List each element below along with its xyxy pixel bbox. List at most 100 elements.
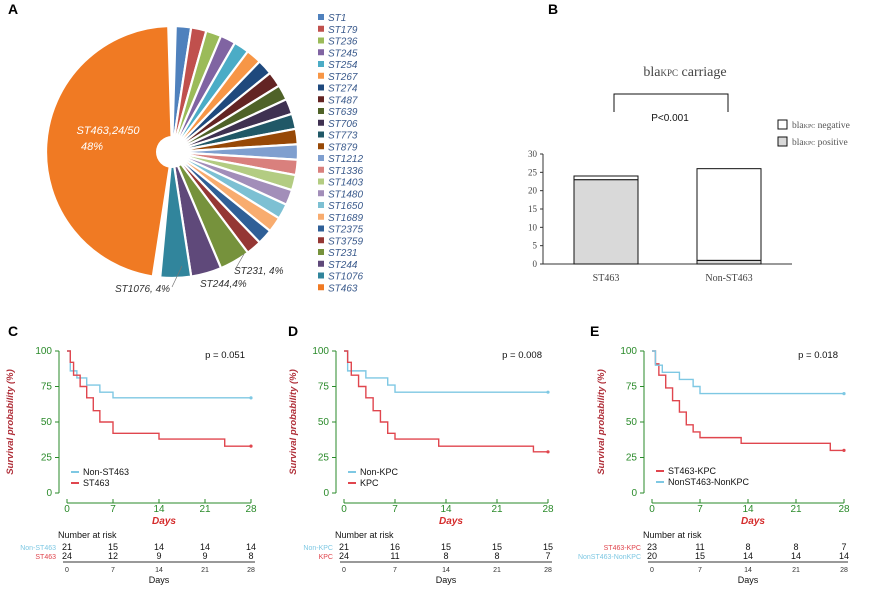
pie-slice-st1076 <box>159 151 193 280</box>
bar-non-st463-blakpc-negative <box>696 168 762 261</box>
pie-legend-swatch-st236 <box>318 37 324 44</box>
km-d-risk-value: 15 <box>441 542 451 552</box>
km-d-risk-tick-label: 28 <box>544 567 552 574</box>
km-e-pvalue: p = 0.018 <box>798 350 838 361</box>
pie-legend-label-st2375: ST2375 <box>328 225 363 236</box>
km-e-x-tick-label: 0 <box>649 504 655 515</box>
pie-legend-label-st773: ST773 <box>328 131 358 142</box>
km-d-x-axis-title: Days <box>439 516 463 527</box>
km-c-risk-value: 14 <box>154 542 164 552</box>
km-c-legend-label-st463: ST463 <box>83 478 110 488</box>
panel-letter-e: E <box>590 323 599 339</box>
bar-chart-title: blaKPC carriage <box>643 65 726 80</box>
pie-legend-swatch-st1076 <box>318 272 324 279</box>
km-e-end-marker-st463-kpc <box>842 448 846 452</box>
km-d-risk-value: 8 <box>443 551 448 561</box>
km-c-risk-xlabel: Days <box>149 575 170 585</box>
km-d-curve-kpc <box>344 350 548 453</box>
pie-legend-swatch-st773 <box>318 131 324 138</box>
km-e-risk-value: 20 <box>647 551 657 561</box>
bar-chart-b: blaKPC carriage P<0.001 blaKPC negativeb… <box>528 65 850 284</box>
bar-category-non-st463: Non-ST463 <box>705 273 752 284</box>
km-e-legend-label-st463-kpc: ST463-KPC <box>668 466 717 476</box>
pie-legend-swatch-st879 <box>318 143 324 150</box>
km-c-x-axis-title: Days <box>152 516 176 527</box>
bar-y-tick-label: 20 <box>528 186 538 196</box>
pie-legend-swatch-st487 <box>318 96 324 103</box>
panel-letter-c: C <box>8 323 18 339</box>
bar-y-tick-label: 5 <box>533 241 538 251</box>
pie-legend-label-st463: ST463 <box>328 283 358 294</box>
pie-annotations: ST463,24/50 48% ST231, 4% ST244,4% ST107… <box>77 125 284 295</box>
km-d-risk-value: 15 <box>492 542 502 552</box>
km-d-risk-tick-label: 14 <box>442 567 450 574</box>
km-c-legend-label-non-st463: Non-ST463 <box>83 467 129 477</box>
km-d-y-tick-label: 50 <box>318 417 330 428</box>
pie-legend-label-st1650: ST1650 <box>328 201 363 212</box>
km-e-risk-value: 14 <box>839 551 849 561</box>
km-c-y-tick-label: 50 <box>41 417 53 428</box>
km-c-risk-value: 14 <box>246 542 256 552</box>
bar-legend: blaKPC negative blaKPC positive <box>777 119 850 148</box>
pie-legend-label-st244: ST244 <box>328 260 358 271</box>
pie-legend-swatch-st245 <box>318 49 324 56</box>
km-e-y-tick-label: 75 <box>626 382 638 393</box>
km-e-risk-title: Number at risk <box>643 530 702 540</box>
km-e-x-axis-title: Days <box>741 516 765 527</box>
km-e-risk-row-label-st463-kpc: ST463-KPC <box>604 545 641 552</box>
pie-legend-label-st1480: ST1480 <box>328 189 363 200</box>
panel-letter-b: B <box>548 1 558 17</box>
km-e-legend-label-nonst463-nonkpc: NonST463-NonKPC <box>668 477 750 487</box>
pie-center-hole <box>156 136 188 168</box>
km-c-risk-value: 12 <box>108 551 118 561</box>
pie-legend-label-st231: ST231 <box>328 248 357 259</box>
km-c-y-axis-title: Survival probability (%) <box>5 369 16 475</box>
bar-st463-blakpc-negative <box>573 175 639 181</box>
km-c-x-tick-label: 21 <box>199 504 211 515</box>
km-c-end-marker-non-st463 <box>249 396 253 400</box>
km-e-curve-nonst463-nonkpc <box>652 350 844 395</box>
km-d-x-tick-label: 14 <box>440 504 452 515</box>
pie-legend-label-st1212: ST1212 <box>328 154 363 165</box>
km-c-x-tick-label: 28 <box>245 504 257 515</box>
pie-legend-label-st487: ST487 <box>328 95 358 106</box>
km-c-risk-value: 24 <box>62 551 72 561</box>
km-e-x-tick-label: 28 <box>838 504 850 515</box>
km-d-y-axis-title: Survival probability (%) <box>288 369 299 475</box>
st244-annotation: ST244,4% <box>200 279 247 290</box>
km-c-risk-tick-label: 14 <box>155 567 163 574</box>
km-c-risk-tick-label: 0 <box>65 567 69 574</box>
km-c-y-tick-label: 25 <box>41 453 53 464</box>
km-d-risk-value: 7 <box>545 551 550 561</box>
pie-legend-label-st1336: ST1336 <box>328 166 363 177</box>
km-c-y-tick-label: 0 <box>46 488 52 499</box>
panel-letter-d: D <box>288 323 298 339</box>
st463-annotation-label: ST463,24/50 <box>77 125 141 137</box>
pie-legend-swatch-st231 <box>318 249 324 255</box>
km-c-x-tick-label: 14 <box>153 504 165 515</box>
km-c-y-tick-label: 100 <box>35 346 52 357</box>
bar-non-st463-blakpc-positive <box>696 259 762 265</box>
pie-legend-swatch-st3759 <box>318 237 324 244</box>
pie-legend: ST1ST179ST236ST245ST254ST267ST274ST487ST… <box>318 13 363 294</box>
km-e-curve-st463-kpc <box>652 350 844 452</box>
pie-legend-swatch-st1 <box>318 14 324 20</box>
km-d-y-tick-label: 25 <box>318 453 330 464</box>
pie-legend-label-st236: ST236 <box>328 37 358 48</box>
km-d-risk-tick-label: 7 <box>393 567 397 574</box>
km-d-end-marker-non-kpc <box>546 390 550 394</box>
pie-legend-swatch-st274 <box>318 84 324 91</box>
km-d-x-tick-label: 0 <box>341 504 347 515</box>
km-d-x-tick-label: 21 <box>491 504 503 515</box>
pie-legend-swatch-st244 <box>318 260 324 267</box>
km-c-risk-value: 9 <box>202 551 207 561</box>
km-e-y-tick-label: 100 <box>620 346 637 357</box>
km-e-risk-tick-label: 0 <box>650 567 654 574</box>
bar-legend-swatch-0 <box>777 119 788 130</box>
pie-legend-swatch-st1212 <box>318 155 324 161</box>
km-c-x-tick-label: 7 <box>110 504 116 515</box>
pie-legend-label-st1689: ST1689 <box>328 213 363 224</box>
km-c-risk-tick-label: 21 <box>201 567 209 574</box>
bar-legend-label-1: blaKPC positive <box>792 138 848 148</box>
km-d-risk-value: 15 <box>543 542 553 552</box>
